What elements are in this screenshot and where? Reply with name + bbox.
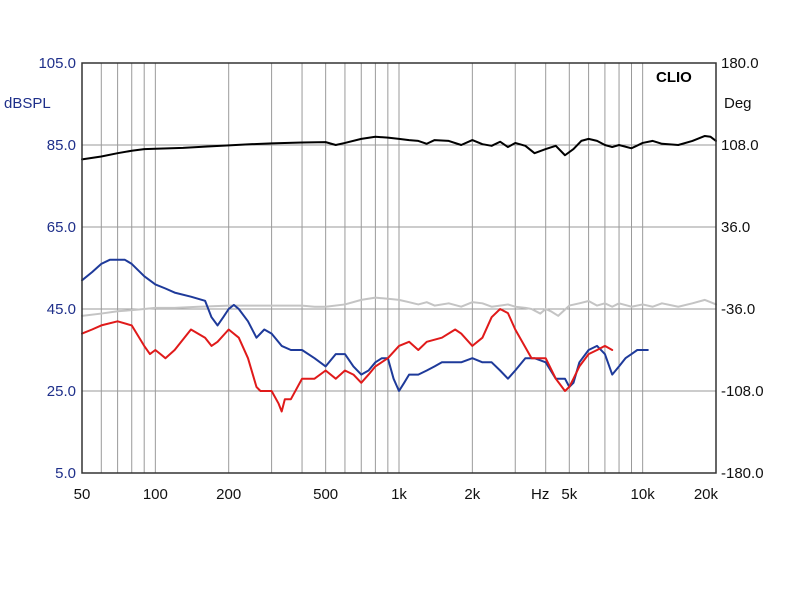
- x-tick-label: 2k: [464, 486, 480, 503]
- series-line-1: [81, 134, 717, 161]
- left-tick-label: 65.0: [47, 219, 76, 236]
- right-tick-label: 108.0: [721, 137, 759, 154]
- x-tick-label: 500: [313, 486, 338, 503]
- left-tick-label: 5.0: [55, 465, 76, 482]
- right-tick-label: -108.0: [721, 383, 764, 400]
- x-tick-label: 10k: [631, 486, 656, 503]
- right-axis-ticks: 180.0 108.0 36.0 -36.0 -108.0 -180.0: [721, 55, 764, 482]
- left-tick-label: 105.0: [38, 55, 76, 72]
- x-tick-label: 200: [216, 486, 241, 503]
- right-tick-label: 36.0: [721, 219, 750, 236]
- series-layer: [81, 134, 717, 413]
- right-tick-label: -36.0: [721, 301, 755, 318]
- series-line-4: [81, 296, 717, 317]
- x-tick-label: 1k: [391, 486, 407, 503]
- left-tick-label: 85.0: [47, 137, 76, 154]
- x-axis-ticks: 50 100 200 500 1k 2k 5k 10k 20k: [74, 486, 719, 503]
- right-axis-unit: Deg: [724, 95, 752, 112]
- x-tick-label: 50: [74, 486, 91, 503]
- left-axis-unit: dBSPL: [4, 95, 51, 112]
- x-tick-label: 5k: [561, 486, 577, 503]
- left-tick-label: 25.0: [47, 383, 76, 400]
- series-line-3: [81, 308, 614, 413]
- left-tick-label: 45.0: [47, 301, 76, 318]
- right-tick-label: -180.0: [721, 465, 764, 482]
- right-tick-label: 180.0: [721, 55, 759, 72]
- x-tick-label: 20k: [694, 486, 719, 503]
- left-axis-ticks: 105.0 85.0 65.0 45.0 25.0 5.0: [38, 55, 76, 482]
- x-axis-unit: Hz: [531, 486, 549, 503]
- plot-frame: [81, 62, 717, 474]
- x-tick-label: 100: [143, 486, 168, 503]
- clio-brand-label: CLIO: [656, 69, 692, 86]
- vertical-grid: [100, 63, 644, 473]
